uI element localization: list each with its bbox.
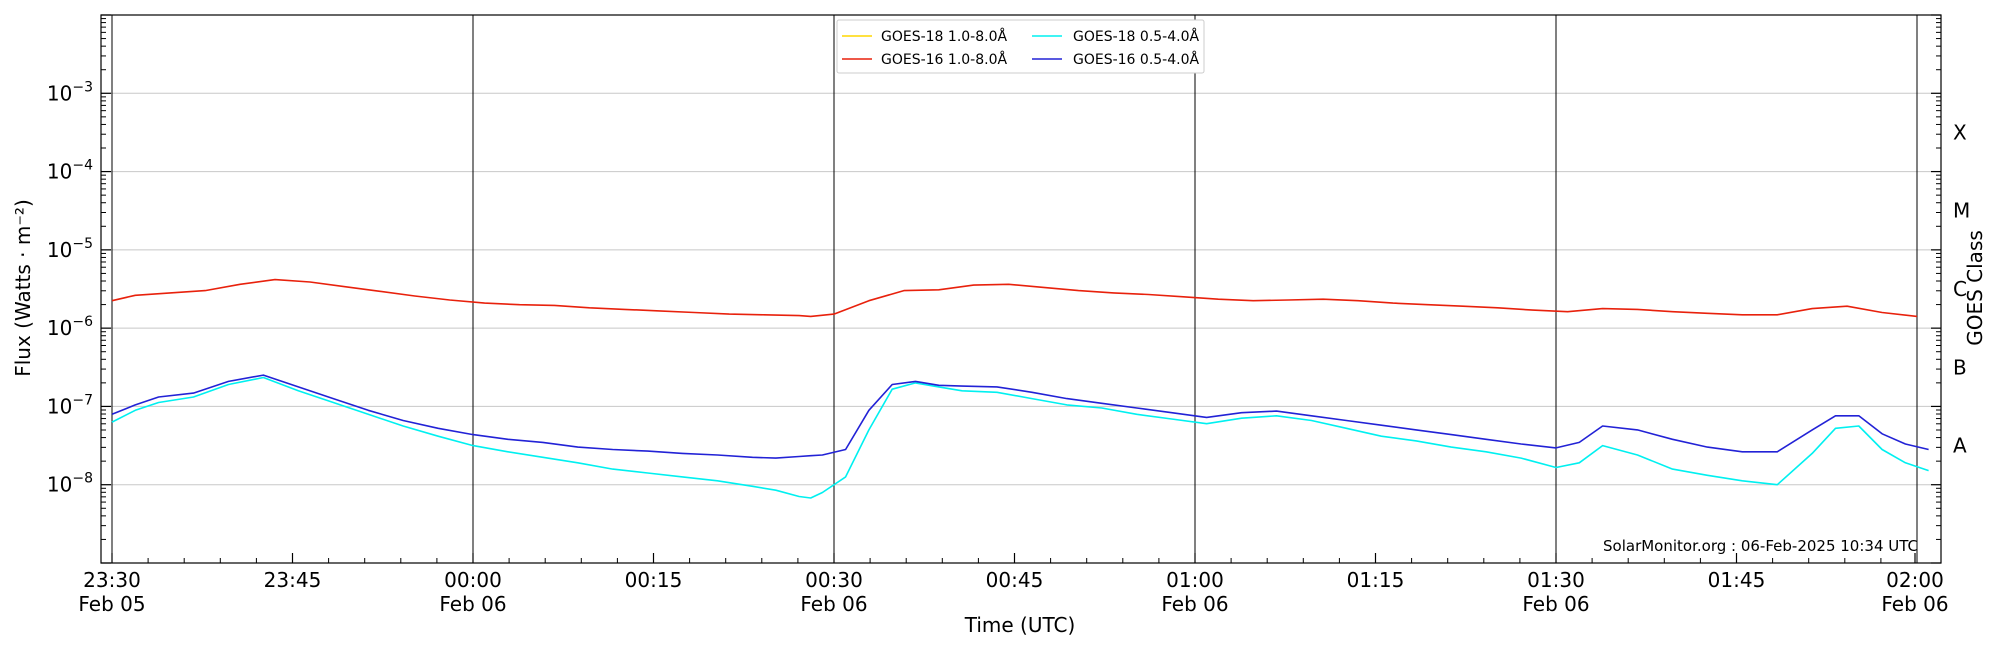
- x-tick-label: 00:15: [625, 568, 683, 592]
- y-tick-labels: 10−8 10−7 10−6 10−5 10−4 10−3: [47, 79, 93, 496]
- x-tick-label: 01:30: [1527, 568, 1585, 592]
- x-tick-label: 00:30: [805, 568, 863, 592]
- plot-frame: [100, 14, 1942, 564]
- grid-lines: [101, 92, 1941, 486]
- y-tick-label: 10−3: [47, 79, 93, 105]
- goes-class-label: C: [1953, 277, 1967, 301]
- right-axis-label: GOES Class: [1963, 230, 1987, 346]
- x-tick-sublabel: Feb 06: [1522, 592, 1589, 616]
- vertical-marker-lines: [111, 15, 1918, 563]
- legend-label-goes16-long: GOES-16 1.0-8.0Å: [881, 51, 1007, 68]
- x-tick-label: 23:45: [264, 568, 322, 592]
- y-tick-label: 10−6: [47, 314, 93, 340]
- legend-box: [836, 19, 1205, 74]
- x-tick-sublabel: Feb 06: [439, 592, 506, 616]
- x-tick-sublabel: Feb 05: [78, 592, 145, 616]
- x-tick-label: 01:45: [1708, 568, 1766, 592]
- legend-label-goes18-short: GOES-18 0.5-4.0Å: [1073, 28, 1199, 45]
- x-tick-label: 01:00: [1166, 568, 1224, 592]
- y-tick-label: 10−8: [47, 471, 93, 497]
- x-tick-sublabel: Feb 06: [800, 592, 867, 616]
- x-tick-label: 00:45: [986, 568, 1044, 592]
- series-line-2: [111, 376, 1929, 499]
- y-tick-label: 10−7: [47, 392, 93, 418]
- x-axis-label: Time (UTC): [964, 613, 1076, 637]
- goes-class-label: X: [1953, 120, 1967, 144]
- goes-class-labels: A B C M X: [1953, 120, 1970, 457]
- x-tick-sublabel: Feb 06: [1161, 592, 1228, 616]
- legend: GOES-18 1.0-8.0Å GOES-16 1.0-8.0Å GOES-1…: [836, 19, 1205, 74]
- goes-class-label: M: [1953, 199, 1970, 223]
- x-tick-label: 01:15: [1347, 568, 1405, 592]
- goes-class-label: A: [1953, 434, 1967, 458]
- series-line-1: [111, 278, 1918, 318]
- y-tick-label: 10−4: [47, 158, 93, 184]
- goes-class-label: B: [1953, 355, 1967, 379]
- legend-label-goes16-short: GOES-16 0.5-4.0Å: [1073, 51, 1199, 68]
- flux-series: [111, 278, 1929, 499]
- y-tick-label: 10−5: [47, 236, 93, 262]
- x-tick-sublabel: Feb 06: [1881, 592, 1948, 616]
- series-line-3: [111, 374, 1929, 459]
- y-axis-label: Flux (Watts · m⁻²): [11, 199, 35, 377]
- axis-ticks: [101, 14, 1941, 564]
- source-annotation: SolarMonitor.org : 06-Feb-2025 10:34 UTC: [1603, 537, 1918, 555]
- legend-label-goes18-long: GOES-18 1.0-8.0Å: [881, 28, 1007, 45]
- x-tick-label: 00:00: [444, 568, 502, 592]
- x-tick-label: 23:30: [83, 568, 141, 592]
- x-tick-label: 02:00: [1886, 568, 1944, 592]
